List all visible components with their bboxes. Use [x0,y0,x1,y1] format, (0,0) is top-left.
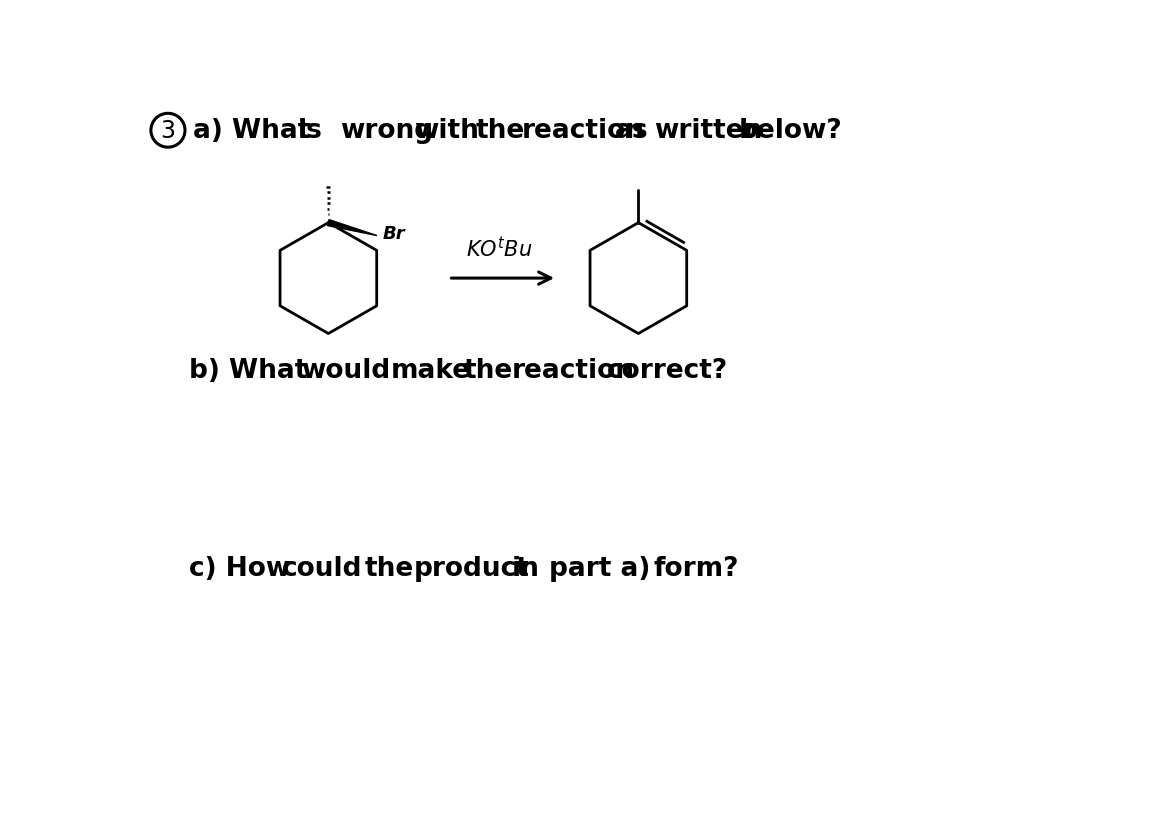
Polygon shape [328,221,377,237]
Text: would: would [301,358,391,384]
Text: make: make [391,358,470,384]
Text: reaction: reaction [522,118,645,144]
Text: with: with [414,118,479,144]
Text: $KO^tBu$: $KO^tBu$ [466,237,532,261]
Text: part a): part a) [549,556,651,582]
Text: c) How: c) How [188,556,290,582]
Text: in: in [512,556,539,582]
Text: is: is [297,118,322,144]
Text: below?: below? [739,118,842,144]
Text: product: product [414,556,530,582]
Text: Br: Br [383,224,405,242]
Text: could: could [282,556,363,582]
Text: written: written [654,118,762,144]
Text: wrong: wrong [340,118,433,144]
Text: 3: 3 [160,119,176,143]
Text: b) What: b) What [188,358,308,384]
Text: the: the [476,118,525,144]
Text: reaction: reaction [512,358,635,384]
Text: as: as [615,118,648,144]
Text: a) What: a) What [193,118,310,144]
Text: the: the [365,556,414,582]
Text: the: the [464,358,514,384]
Text: correct?: correct? [607,358,729,384]
Text: form?: form? [654,556,739,582]
